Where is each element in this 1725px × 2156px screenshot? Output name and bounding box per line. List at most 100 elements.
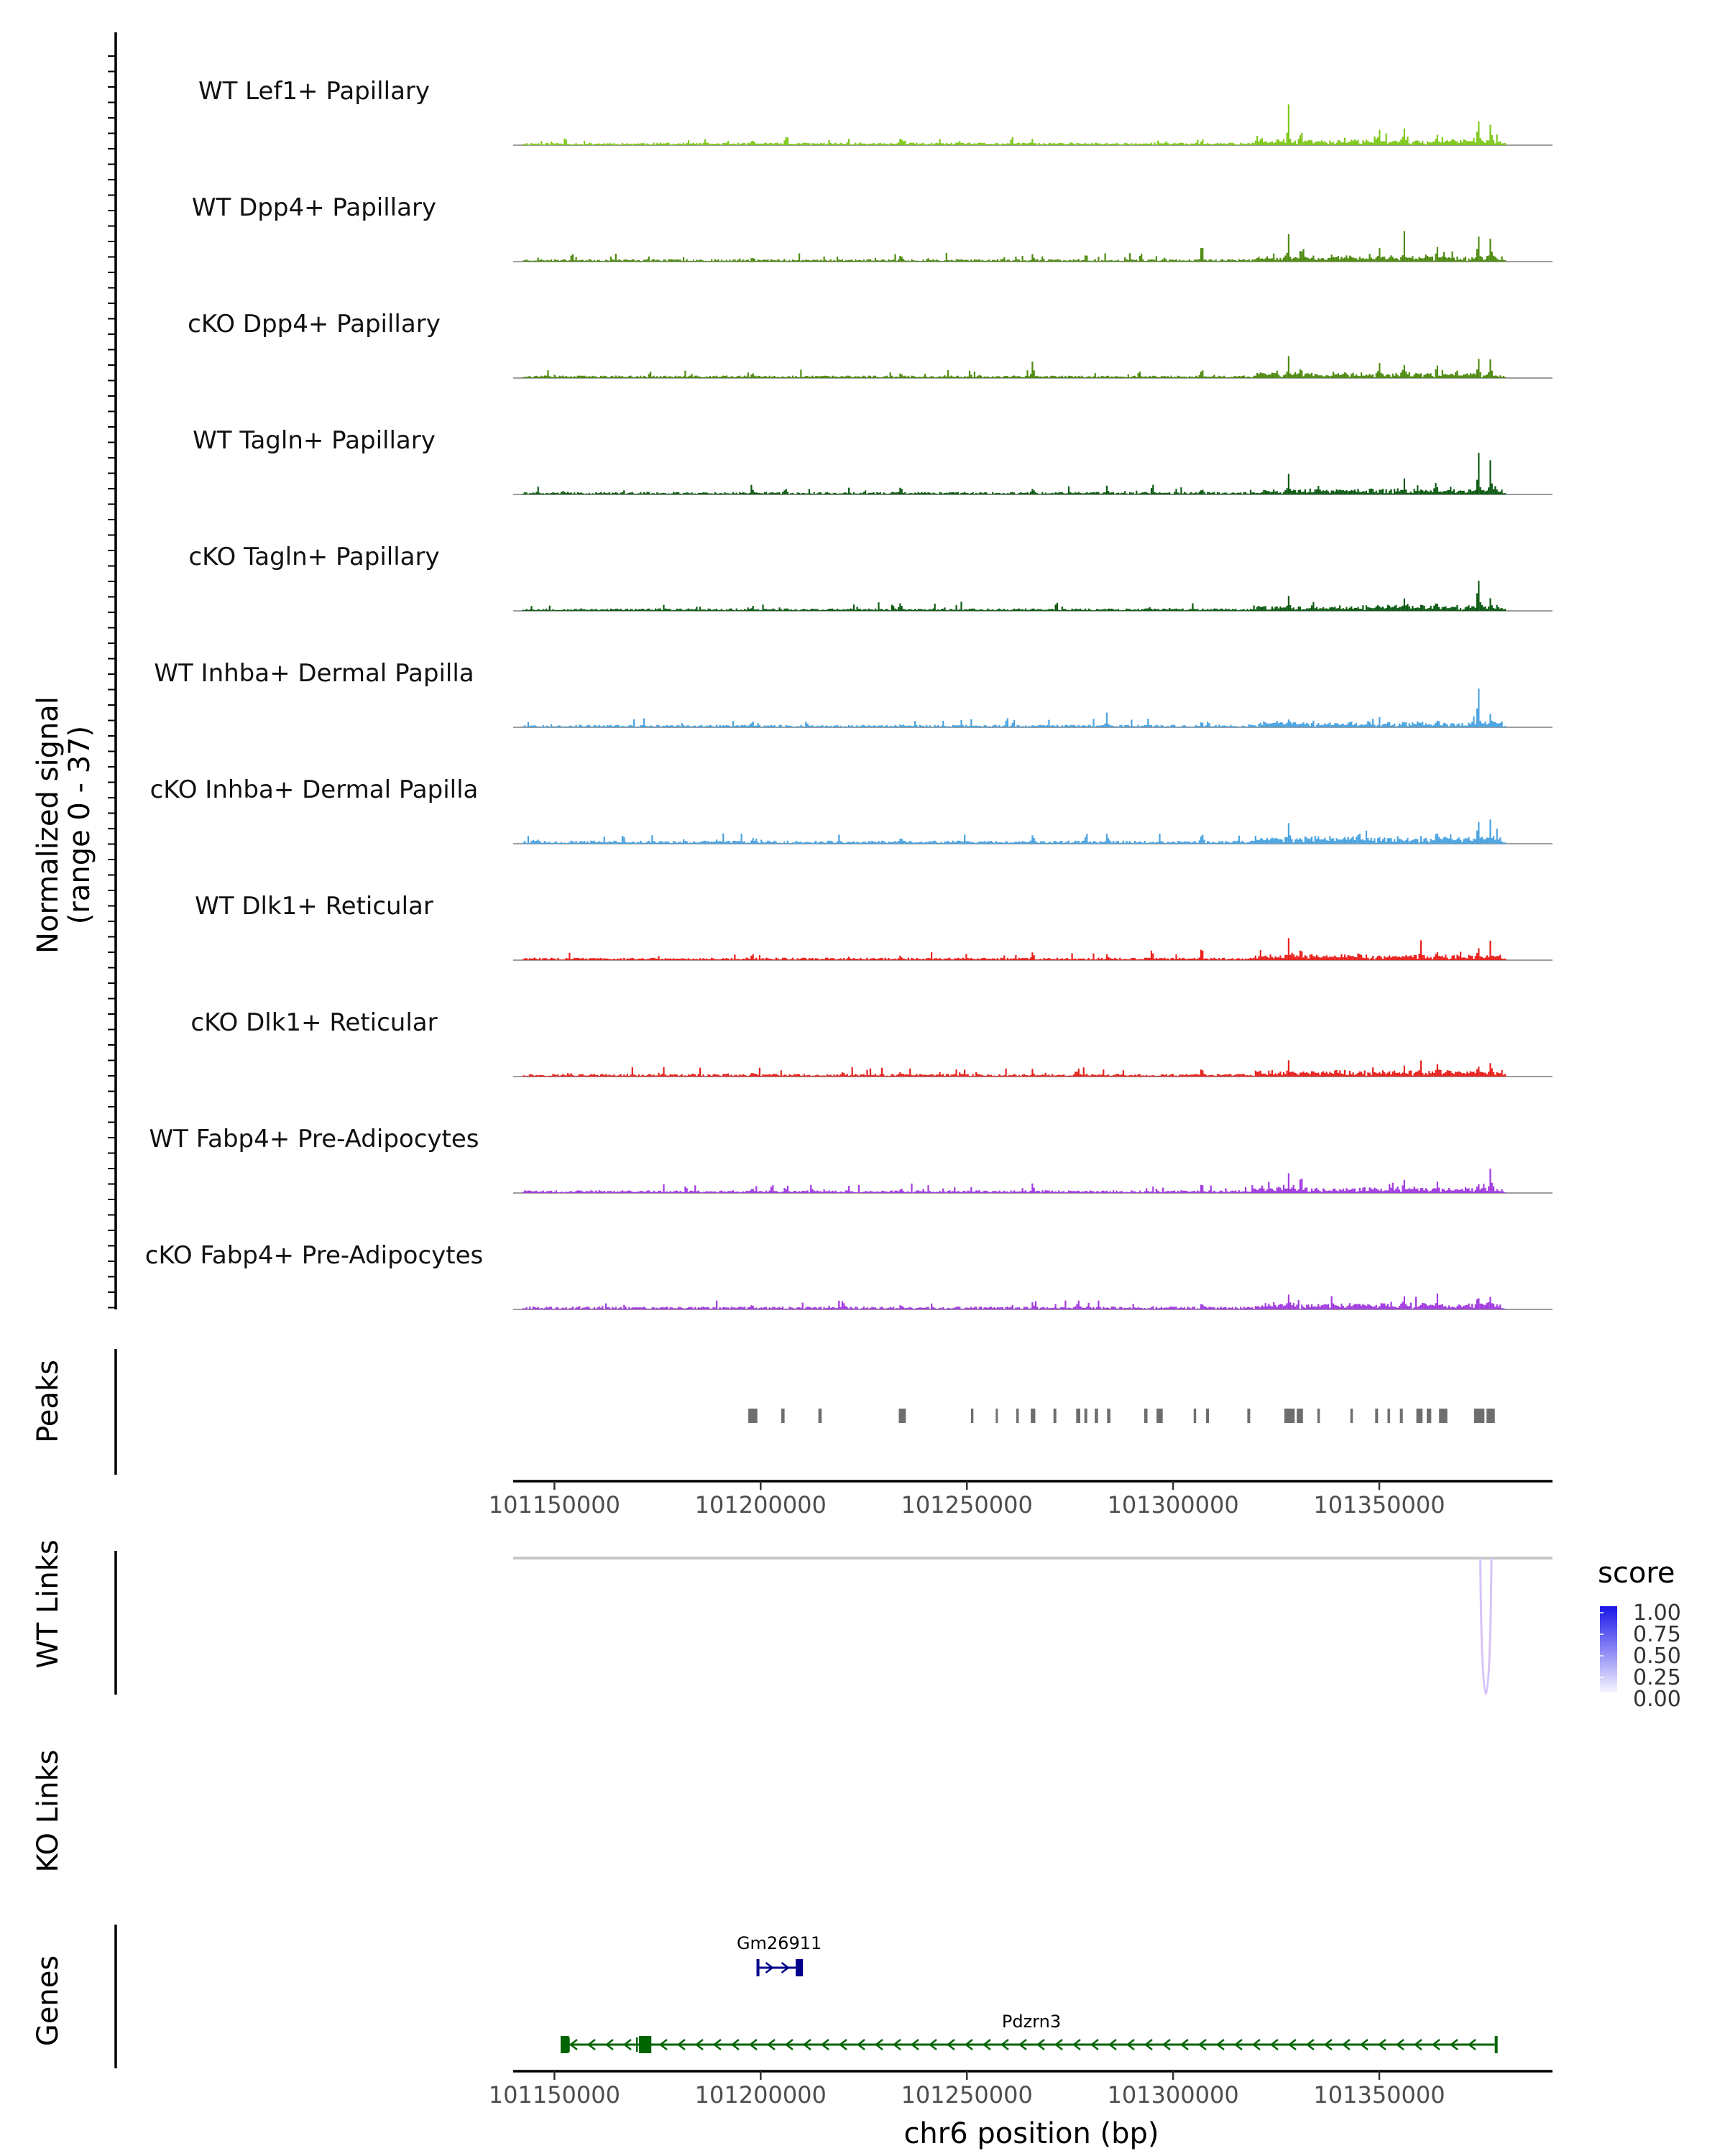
peak-region [818,1409,822,1423]
legend-label: 0.00 [1633,1687,1681,1712]
coverage-track: cKO Dpp4+ Papillary [188,310,1552,379]
peak-region [748,1409,758,1423]
strand-chevron [1108,2039,1117,2050]
coverage-track: WT Dlk1+ Reticular [195,892,1552,961]
strand-chevron [1269,2039,1279,2050]
strand-chevron [856,2039,865,2050]
strand-chevron [1072,2039,1081,2050]
x-axis-title: chr6 position (bp) [903,2117,1159,2150]
x-tick-label: 101250000 [901,1491,1033,1519]
strand-chevron [964,2039,973,2050]
strand-chevron [658,2039,668,2050]
peak-region [781,1409,785,1423]
strand-chevron [1287,2039,1297,2050]
strand-chevron [1467,2039,1476,2050]
x-axis-lower: 101150000 101200000 101250000 101300000 1013… [489,2070,1552,2109]
ko-links-panel-label: KO Links [32,1750,65,1873]
gene-exon [560,2036,569,2053]
strand-chevron [622,2039,632,2050]
legend-label: 0.75 [1633,1622,1681,1647]
coverage-signal [522,453,1506,494]
peak-region [1375,1409,1379,1423]
link-arc [1479,1557,1493,1695]
strand-chevron [1054,2039,1063,2050]
coverage-track: WT Lef1+ Papillary [198,77,1552,146]
coverage-track: cKO Tagln+ Papillary [188,543,1552,612]
signal-y-axis-title-line2: (range 0 - 37) [63,726,96,924]
strand-chevron [781,1962,790,1973]
coverage-signal [522,688,1506,727]
strand-chevron [730,2039,740,2050]
gene-exon [1494,2036,1498,2053]
strand-chevron [1305,2039,1315,2050]
strand-chevron [784,2039,794,2050]
track-label: WT Lef1+ Papillary [198,77,430,106]
peak-region [1016,1409,1019,1423]
coverage-signal [522,1060,1506,1077]
links-track [513,1557,1552,1695]
strand-chevron [1126,2039,1135,2050]
peak-region [1247,1409,1251,1423]
strand-chevron [802,2039,811,2050]
peak-region [1317,1409,1320,1423]
coverage-track: cKO Dlk1+ Reticular [190,1008,1552,1077]
strand-chevron [1018,2039,1027,2050]
coverage-signal [522,104,1506,145]
coverage-signal [522,581,1506,611]
peak-region [1474,1409,1485,1423]
coverage-signal [522,1169,1506,1193]
track-label: cKO Inhba+ Dermal Papilla [150,775,479,804]
peaks-panel-label: Peaks [32,1360,65,1443]
peak-region [1193,1409,1197,1423]
gene-model: Gm26911 [737,1933,822,1976]
strand-chevron [1000,2039,1009,2050]
gene-exon [756,1959,760,1976]
genes-panel-label: Genes [32,1955,65,2046]
strand-chevron [766,2039,776,2050]
gene-label: Pdzrn3 [1002,2012,1061,2032]
coverage-track: cKO Inhba+ Dermal Papilla [150,775,1552,844]
strand-chevron [1323,2039,1333,2050]
peak-region [1144,1409,1148,1423]
strand-chevron [1036,2039,1045,2050]
wt-links-panel-label: WT Links [32,1539,65,1668]
strand-chevron [1251,2039,1261,2050]
peak-region [1156,1409,1163,1423]
gene-models: Gm26911 Pdzrn3 [560,1933,1498,2053]
track-label: cKO Fabp4+ Pre-Adipocytes [145,1241,484,1270]
signal-y-axis [108,32,117,1309]
strand-chevron [1377,2039,1386,2050]
peak-region [1053,1409,1057,1423]
track-label: cKO Dpp4+ Papillary [188,310,441,338]
coverage-track: WT Dpp4+ Papillary [192,193,1552,262]
peaks-track [748,1409,1495,1423]
track-label: WT Inhba+ Dermal Papilla [154,659,474,688]
coverage-track: WT Fabp4+ Pre-Adipocytes [150,1125,1552,1194]
track-label: WT Tagln+ Papillary [193,426,436,455]
peak-region [1350,1409,1353,1423]
peak-region [970,1409,974,1423]
strand-chevron [569,2039,578,2050]
peak-region [1084,1409,1087,1423]
legend-label: 1.00 [1633,1600,1681,1626]
strand-chevron [712,2039,722,2050]
legend-label: 0.50 [1633,1644,1681,1669]
x-tick-label: 101150000 [489,2081,620,2109]
track-label: cKO Dlk1+ Reticular [190,1008,437,1037]
legend-title: score [1598,1557,1675,1590]
strand-chevron [946,2039,955,2050]
peak-region [1297,1409,1303,1423]
peak-region [1439,1409,1448,1423]
strand-chevron [604,2039,614,2050]
peak-region [995,1409,998,1423]
strand-chevron [982,2039,991,2050]
strand-chevron [1144,2039,1153,2050]
strand-chevron [748,2039,758,2050]
coverage-signal [522,938,1506,960]
strand-chevron [1449,2039,1458,2050]
x-tick-label: 101200000 [695,1491,827,1519]
peak-region [1206,1409,1209,1423]
strand-chevron [838,2039,847,2050]
strand-chevron [928,2039,937,2050]
